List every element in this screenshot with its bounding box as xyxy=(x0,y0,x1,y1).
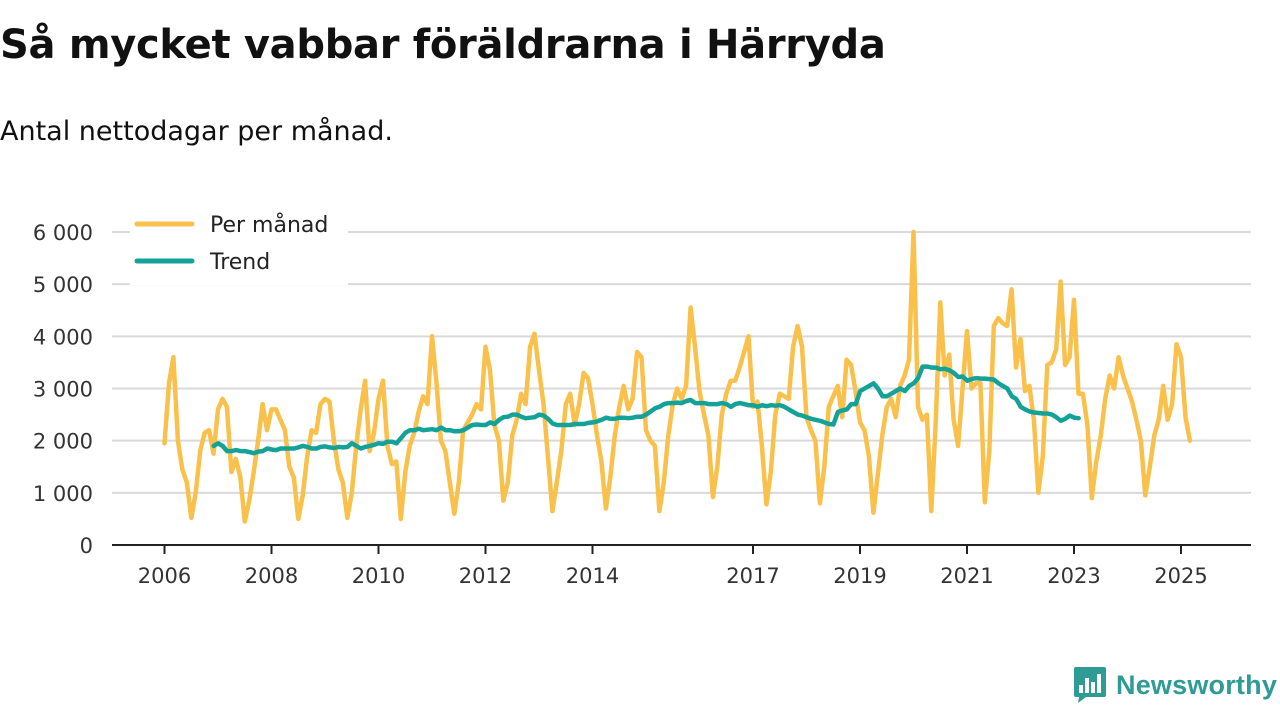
newsworthy-logo: Newsworthy xyxy=(1072,666,1277,704)
legend-background xyxy=(130,205,348,285)
x-tick-label: 2006 xyxy=(138,564,191,588)
x-tick-label: 2012 xyxy=(459,564,512,588)
y-tick-label: 5 000 xyxy=(33,273,93,297)
y-tick-label: 1 000 xyxy=(33,482,93,506)
y-tick-label: 6 000 xyxy=(33,221,93,245)
x-tick-label: 2010 xyxy=(352,564,405,588)
x-tick-label: 2014 xyxy=(566,564,619,588)
chart-subtitle: Antal nettodagar per månad. xyxy=(0,116,393,147)
y-tick-label: 2 000 xyxy=(33,430,93,454)
x-tick-label: 2021 xyxy=(940,564,993,588)
chart-title: Så mycket vabbar föräldrarna i Härryda xyxy=(0,22,886,68)
x-tick-label: 2019 xyxy=(833,564,886,588)
legend-label-trend: Trend xyxy=(209,250,270,275)
y-tick-label: 3 000 xyxy=(33,378,93,402)
x-tick-label: 2008 xyxy=(245,564,298,588)
series-line-trend xyxy=(211,364,1081,456)
newsworthy-wordmark: Newsworthy xyxy=(1116,669,1278,700)
x-tick-label: 2025 xyxy=(1154,564,1207,588)
newsworthy-logo-icon xyxy=(1074,667,1106,703)
series-line-per-manad xyxy=(162,229,1193,524)
y-tick-label: 0 xyxy=(80,534,93,558)
x-tick-label: 2017 xyxy=(726,564,779,588)
legend-label-per-manad: Per månad xyxy=(210,212,328,238)
y-tick-label: 4 000 xyxy=(33,325,93,349)
x-tick-label: 2023 xyxy=(1047,564,1100,588)
